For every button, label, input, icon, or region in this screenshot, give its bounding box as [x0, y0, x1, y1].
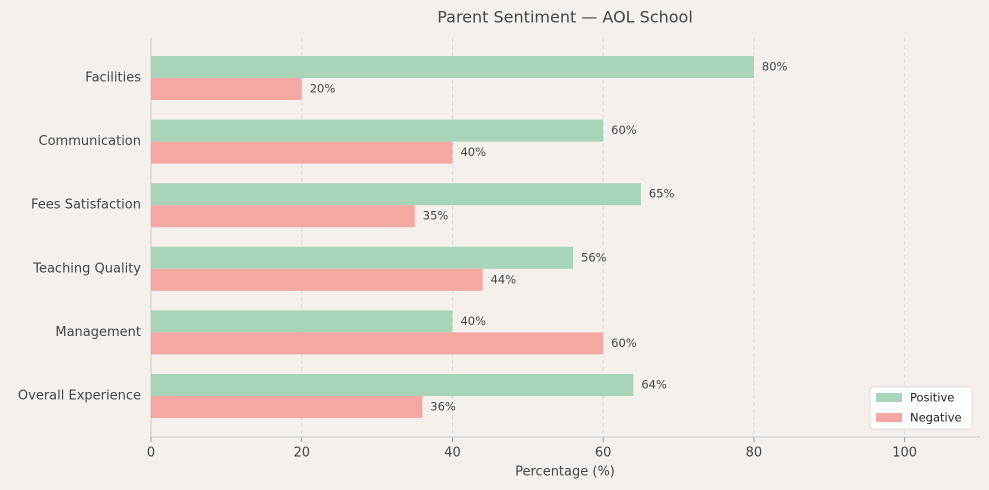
- x-tick-label: 40: [444, 446, 461, 461]
- bar: [151, 374, 634, 396]
- y-tick-label: Communication: [39, 134, 141, 149]
- x-tick-label: 0: [147, 446, 155, 461]
- bar: [151, 119, 604, 142]
- value-label: 40%: [460, 145, 486, 159]
- value-label: 35%: [423, 209, 449, 223]
- bar: [151, 205, 415, 228]
- legend-label: Negative: [910, 411, 962, 425]
- bar: [151, 183, 641, 206]
- y-tick-label: Teaching Quality: [32, 261, 141, 276]
- value-label: 60%: [611, 123, 637, 137]
- bar: [151, 396, 423, 418]
- chart-title: Parent Sentiment — AOL School: [437, 8, 693, 27]
- y-tick-label: Facilities: [85, 71, 141, 86]
- value-label: 40%: [460, 314, 486, 328]
- bar: [151, 78, 302, 100]
- bar: [151, 310, 453, 333]
- legend: Positive Negative: [869, 386, 973, 430]
- legend-label: Positive: [910, 391, 954, 405]
- bar: [151, 141, 453, 164]
- legend-swatch: [876, 413, 902, 422]
- x-axis-label: Percentage (%): [515, 465, 615, 480]
- value-label: 60%: [611, 336, 637, 350]
- bar: [151, 332, 604, 355]
- value-label: 64%: [641, 378, 667, 392]
- bar: [151, 56, 754, 78]
- y-tick-label: Overall Experience: [18, 389, 141, 404]
- bar: [151, 268, 483, 291]
- x-tick-label: 20: [293, 446, 310, 461]
- x-tick-label: 60: [595, 446, 612, 461]
- x-tick-label: 80: [746, 446, 763, 461]
- value-label: 20%: [310, 82, 336, 96]
- legend-swatch: [876, 393, 902, 402]
- value-label: 56%: [581, 250, 607, 264]
- value-label: 80%: [762, 60, 788, 74]
- value-label: 44%: [491, 272, 517, 286]
- x-tick-label: 100: [892, 446, 917, 461]
- bar: [151, 246, 574, 269]
- y-tick-label: Fees Satisfaction: [31, 198, 141, 213]
- y-tick-label: Management: [55, 325, 141, 340]
- value-label: 65%: [649, 187, 675, 201]
- value-label: 36%: [430, 400, 456, 414]
